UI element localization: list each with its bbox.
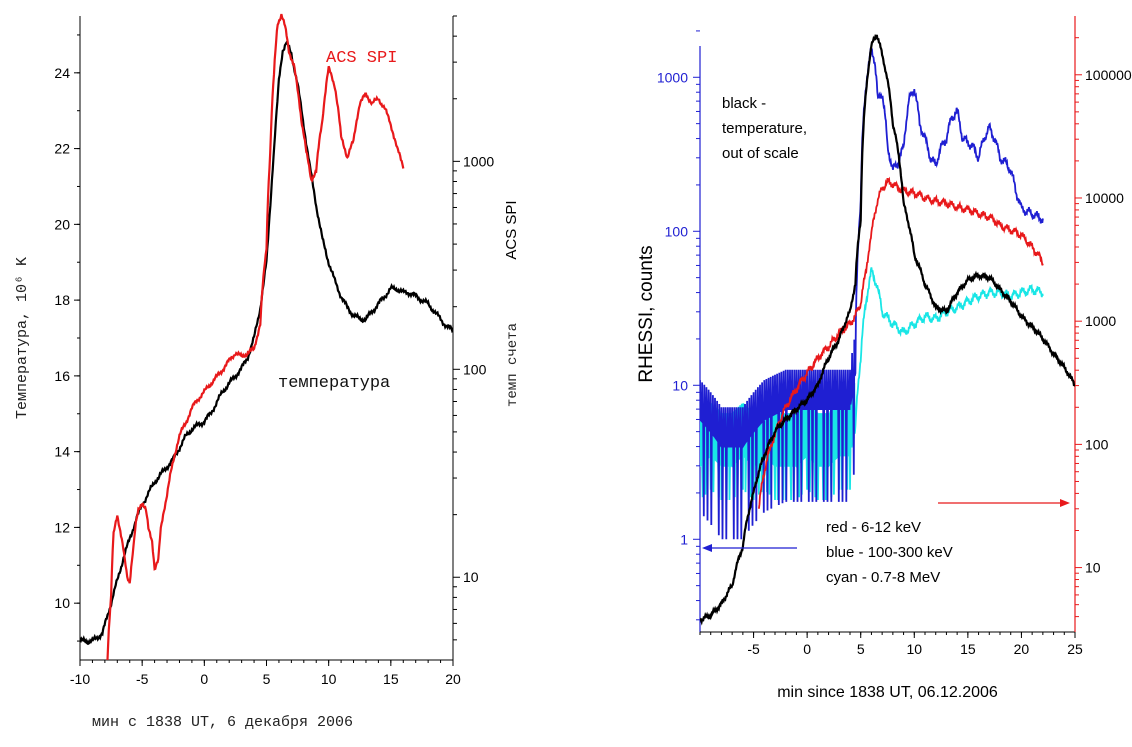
x-tick-label: 15 — [960, 641, 976, 657]
y2-axis-title-a: темп счета — [505, 323, 521, 407]
y2-tick-label: 1000 — [463, 153, 494, 169]
y-tick-label: 16 — [54, 368, 70, 384]
x-axis-title: min since 1838 UT, 06.12.2006 — [777, 684, 998, 701]
y2-tick-label: 100000 — [1085, 67, 1132, 83]
x-tick-label: 20 — [445, 671, 461, 687]
x-tick-label: 5 — [263, 671, 271, 687]
y-tick-label: 24 — [54, 65, 70, 81]
x-tick-label: 0 — [200, 671, 208, 687]
x-tick-label: 15 — [383, 671, 399, 687]
y-tick-label: 10 — [672, 377, 688, 393]
black-annotation-line: temperature, — [722, 120, 807, 137]
y2-tick-label: 10 — [463, 569, 479, 585]
red-arrow-head — [1060, 499, 1070, 507]
y-tick-label: 1 — [680, 531, 688, 547]
y-tick-label: 10 — [54, 595, 70, 611]
legend-line: cyan - 0.7-8 MeV — [826, 569, 940, 586]
x-tick-label: -10 — [70, 671, 90, 687]
x-tick-label: -5 — [747, 641, 760, 657]
y-tick-label: 22 — [54, 141, 70, 157]
blue-arrow-head — [702, 544, 712, 552]
black-temperature-line — [700, 33, 1075, 626]
temperature-label: температура — [278, 374, 390, 393]
x-tick-label: 25 — [1067, 641, 1083, 657]
y-tick-label: 18 — [54, 292, 70, 308]
y-tick-label: 1000 — [657, 69, 688, 85]
y-tick-label: 100 — [665, 223, 689, 239]
x-tick-label: 0 — [803, 641, 811, 657]
y-axis-title: Температура, 10⁶ K — [14, 257, 31, 419]
y2-tick-label: 100 — [1085, 436, 1109, 452]
y2-tick-label: 10000 — [1085, 190, 1124, 206]
y2-tick-label: 100 — [463, 361, 487, 377]
left-chart: -10 -5 0 5 10 15 20 10 12 14 16 18 20 22 24 10 100 1000 Те… — [14, 13, 521, 687]
black-annotation-line: black - — [722, 95, 766, 112]
y-tick-label: 14 — [54, 444, 70, 460]
legend-line: red - 6-12 keV — [826, 519, 921, 536]
x-tick-label: 10 — [321, 671, 337, 687]
acs-spi-line — [106, 13, 405, 660]
right-chart: -5 0 5 10 15 20 25 1 10 100 1000 10 100 1000 10000 1000… — [636, 16, 1132, 701]
red-series-line — [758, 176, 1044, 509]
left-chart-x-caption: мин с 1838 UT, 6 декабря 2006 — [92, 714, 354, 731]
y2-axis-title-b: ACS SPI — [503, 200, 520, 259]
y-tick-label: 12 — [54, 519, 70, 535]
y-tick-label: 20 — [54, 216, 70, 232]
y2-tick-label: 1000 — [1085, 313, 1116, 329]
y-axis-title: RHESSI, counts — [636, 245, 657, 382]
acs-spi-label: ACS SPI — [326, 49, 397, 68]
legend-line: blue - 100-300 keV — [826, 544, 953, 561]
x-tick-label: 20 — [1014, 641, 1030, 657]
temperature-line — [80, 39, 453, 646]
x-tick-label: 5 — [857, 641, 865, 657]
y2-tick-label: 10 — [1085, 560, 1101, 576]
x-tick-label: -5 — [136, 671, 149, 687]
x-tick-label: 10 — [906, 641, 922, 657]
black-annotation-line: out of scale — [722, 145, 799, 162]
